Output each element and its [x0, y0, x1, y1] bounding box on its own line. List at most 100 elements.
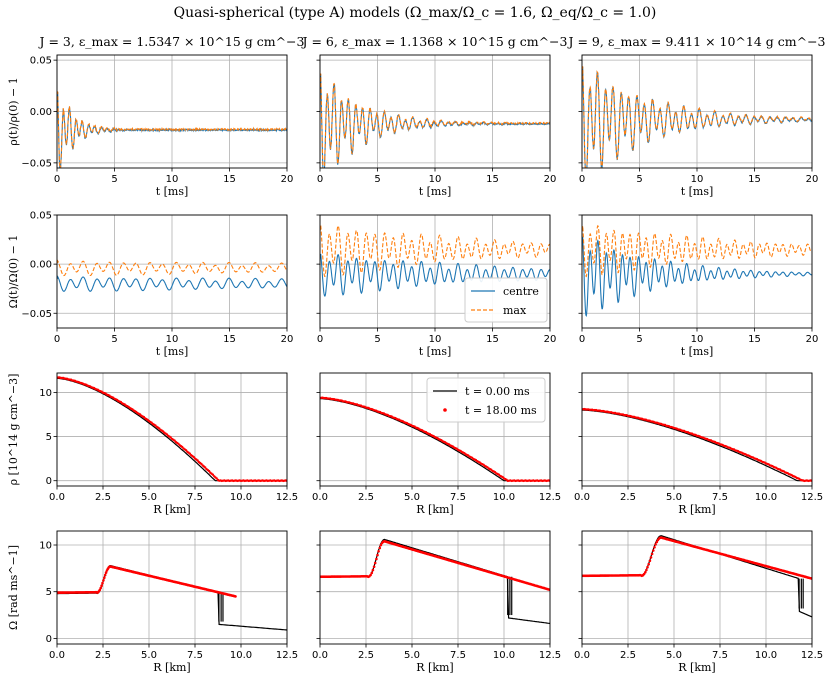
x-tick-label: 10.0: [230, 650, 252, 661]
x-axis-label: t [ms]: [156, 345, 189, 358]
series-group: [57, 91, 287, 168]
point-t18: [234, 595, 237, 598]
point-t18: [655, 540, 659, 544]
x-tick-label: 20: [806, 174, 819, 185]
x-tick-label: 10.0: [230, 492, 252, 503]
y-tick-label: −0.05: [21, 309, 52, 320]
point-t18: [653, 546, 656, 549]
y-tick-label: −0.05: [21, 158, 52, 169]
x-tick-label: 5.0: [141, 492, 157, 503]
series-group: [320, 73, 550, 168]
point-t18: [647, 562, 650, 566]
series-t0: [320, 538, 550, 625]
point-t18: [648, 559, 652, 563]
x-tick-label: 5: [636, 174, 642, 185]
x-tick-label: 10.0: [493, 492, 515, 503]
panel-r2-c2: 0 5 10 15 20 t [ms] centre max: [316, 214, 557, 358]
series-group: [582, 66, 812, 168]
panel-title-3: J = 9, ε_max = 9.411 × 10^14 g cm^−3: [566, 34, 825, 49]
x-tick-label: 0: [317, 174, 323, 185]
axes-frame: [56, 530, 288, 645]
series-t18: [320, 540, 550, 592]
x-tick-label: 20: [544, 334, 557, 345]
legend-box: [426, 377, 546, 423]
series-max: [57, 259, 287, 277]
x-tick-label: 0.0: [574, 650, 590, 661]
x-tick-label: 10: [691, 334, 704, 345]
y-tick-label: 5: [46, 587, 52, 598]
x-tick-label: 20: [281, 174, 294, 185]
series-t18: [57, 376, 287, 483]
x-tick-label: 0.0: [49, 650, 65, 661]
panel-r2-c3: 0 5 10 15 20 t [ms]: [578, 214, 818, 358]
legend: centre max: [464, 277, 548, 323]
legend-box: [464, 277, 548, 323]
x-tick-label: 12.5: [539, 492, 561, 503]
x-tick-label: 2.5: [620, 650, 636, 661]
figure-title: Quasi-spherical (type A) models (Ω_max/Ω…: [174, 5, 657, 21]
x-tick-label: 0.0: [312, 492, 328, 503]
y-tick-label: 10: [39, 388, 52, 399]
series-t0: [582, 409, 812, 482]
x-tick-label: 20: [544, 174, 557, 185]
x-tick-label: 12.5: [539, 650, 561, 661]
x-tick-label: 7.5: [712, 492, 728, 503]
series-t18: [57, 565, 237, 598]
point-t18: [644, 571, 647, 574]
x-tick-label: 7.5: [450, 492, 466, 503]
point-t18: [370, 571, 374, 575]
panel-r3-c1: 0.0 2.5 5.0 7.5 10.0 12.5 0 5 10 R [km] ρ [10^14 g…: [7, 372, 298, 516]
series-max: [320, 73, 550, 168]
legend: t = 0.00 ms t = 18.00 ms: [426, 377, 546, 423]
series-t18: [320, 396, 550, 483]
x-tick-label: 2.5: [95, 650, 111, 661]
series-max: [57, 91, 287, 168]
x-axis-label: t [ms]: [419, 185, 452, 198]
series-group: [320, 224, 550, 297]
x-axis-label: R [km]: [678, 661, 715, 674]
point-t18: [103, 573, 107, 577]
x-tick-label: 5.0: [666, 650, 682, 661]
x-tick-label: 7.5: [450, 650, 466, 661]
axes-frame: [581, 530, 813, 645]
series-group: [320, 538, 550, 625]
series-group: [582, 535, 812, 618]
axes-frame: [56, 372, 288, 487]
y-tick-label: 5: [46, 432, 52, 443]
x-tick-label: 12.5: [276, 492, 298, 503]
point-t18: [372, 565, 376, 568]
x-tick-label: 10: [166, 334, 179, 345]
y-tick-label: 0.05: [30, 211, 52, 222]
x-tick-label: 15: [748, 334, 761, 345]
x-axis-label: t [ms]: [156, 185, 189, 198]
y-tick-label: 0.05: [30, 56, 52, 67]
point-t18: [100, 584, 103, 587]
series-group: [582, 224, 812, 318]
x-tick-label: 10: [429, 334, 442, 345]
x-axis-label: R [km]: [416, 661, 453, 674]
y-axis-label: ρ(t)/ρ(0) − 1: [7, 77, 20, 145]
legend-label-max: max: [503, 304, 527, 317]
point-t18: [379, 543, 383, 547]
series-t0: [57, 564, 287, 631]
point-t18: [652, 549, 655, 552]
x-tick-label: 5: [374, 174, 380, 185]
point-t18: [377, 550, 380, 553]
point-t18: [650, 552, 654, 556]
panel-r3-c3: 0.0 2.5 5.0 7.5 10.0 12.5 R [km]: [574, 372, 823, 516]
x-tick-label: 10: [166, 174, 179, 185]
x-tick-label: 7.5: [187, 492, 203, 503]
series-centre: [582, 236, 812, 318]
panel-r1-c1: 0 5 10 15 20 0.05 0.00 −0.05 t [ms] ρ(t)/ρ(0) − 1: [7, 54, 294, 198]
point-t18: [376, 553, 379, 557]
x-axis-label: t [ms]: [419, 345, 452, 358]
point-t18: [99, 586, 102, 590]
point-t18: [378, 546, 382, 550]
x-tick-label: 5: [111, 174, 117, 185]
x-tick-label: 10.0: [493, 650, 515, 661]
y-tick-label: 0.00: [30, 260, 52, 271]
x-axis-label: R [km]: [678, 503, 715, 516]
panel-r1-c2: 0 5 10 15 20 t [ms]: [316, 54, 557, 198]
x-tick-label: 12.5: [801, 650, 823, 661]
